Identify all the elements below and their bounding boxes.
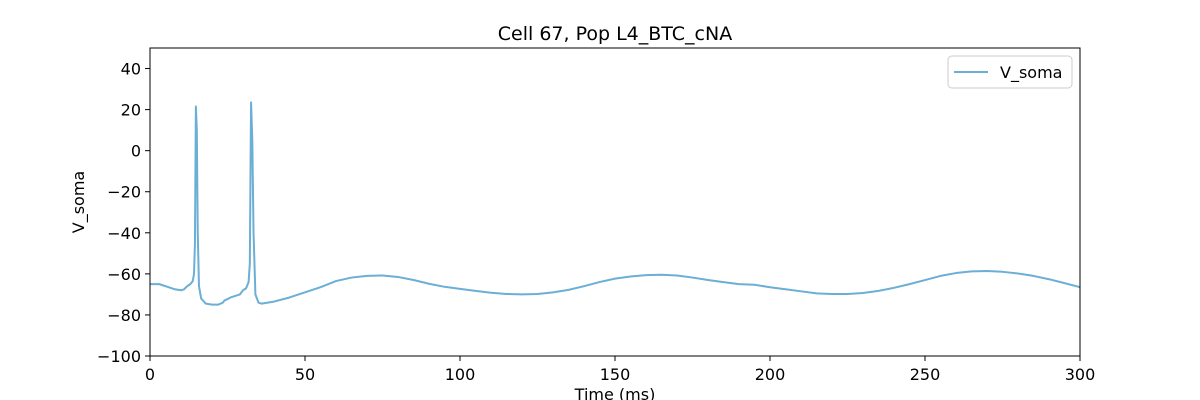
x-tick-label: 300 [1065,365,1096,384]
y-tick-label: −60 [107,265,141,284]
chart-title: Cell 67, Pop L4_BTC_cNA [498,23,732,45]
y-tick-label: 20 [121,101,141,120]
x-tick-label: 100 [445,365,476,384]
x-axis-label: Time (ms) [574,385,656,400]
legend-label: V_soma [1000,63,1062,83]
plot-frame [149,47,1081,357]
y-tick-label: −100 [97,347,141,366]
y-tick-label: 0 [131,142,141,161]
x-tick-label: 200 [755,365,786,384]
x-tick-label: 50 [295,365,315,384]
y-axis-label: V_soma [69,171,89,233]
y-tick-label: −80 [107,306,141,325]
x-tick-label: 150 [600,365,631,384]
y-tick-label: −40 [107,224,141,243]
x-tick-label: 0 [145,365,155,384]
y-tick-label: −20 [107,183,141,202]
series-layer [150,101,1081,306]
y-tick-label: 40 [121,60,141,79]
x-axis-ticks: 0 50 100 150 200 250 300 [145,356,1095,384]
legend: V_soma [947,55,1073,89]
series-line-v-soma [150,101,1081,306]
y-axis-ticks: −100 −80 −60 −40 −20 0 20 40 [97,60,150,366]
legend-box [947,55,1073,89]
x-tick-label: 250 [910,365,941,384]
